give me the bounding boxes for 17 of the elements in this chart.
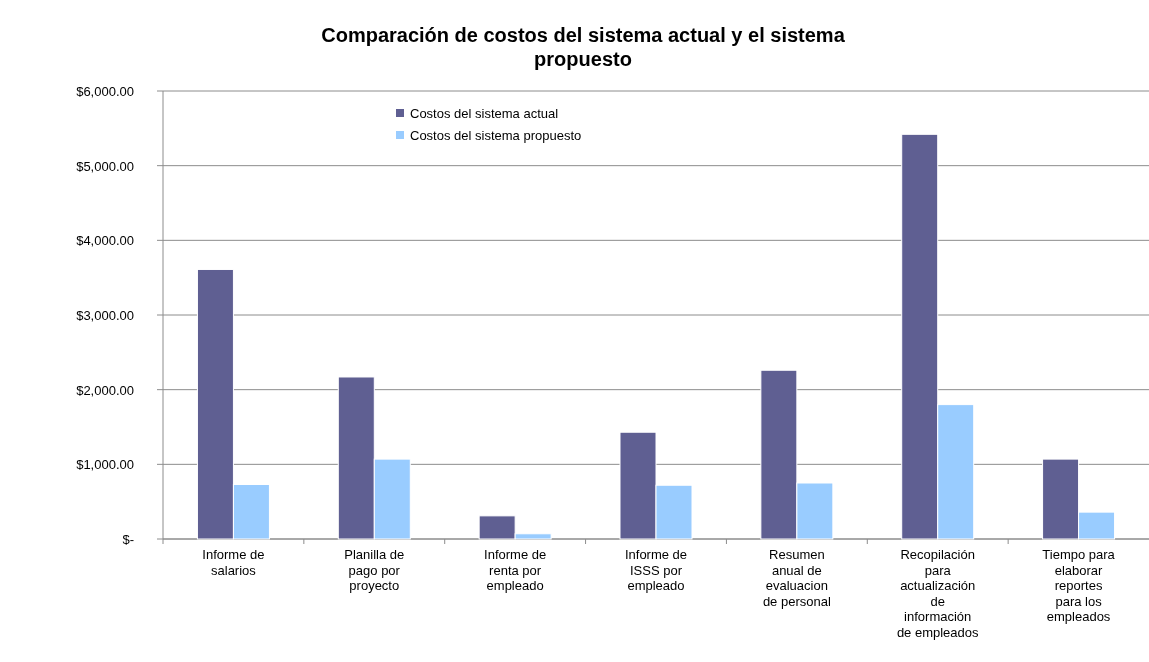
x-tick-label: Informe de ISSS por empleado (624, 547, 688, 593)
x-tick-label: Planilla de pago por proyecto (344, 547, 405, 593)
x-tick-label: Informe de salarios (202, 547, 265, 578)
chart-title: Comparación de costos del sistema actual y el sistema propuesto (321, 24, 846, 70)
y-tick-label: $3,000.00 (76, 308, 134, 323)
x-tick-label: Recopilación para actualización de información de empleados (896, 547, 980, 640)
x-tick-label: Tiempo para elaborar reportes para los empleados (1042, 547, 1116, 624)
y-tick-label: $1,000.00 (76, 457, 134, 473)
y-tick-label: $2,000.00 (76, 382, 134, 398)
y-tick-label: $- (122, 532, 134, 547)
legend-label: Costos del sistema actual (410, 106, 559, 121)
legend-label: Costos del sistema propuesto (410, 128, 582, 143)
x-tick-label: Resumen anual de evaluacion de personal (762, 547, 831, 609)
x-tick-label: Informe de renta por empleado (484, 547, 547, 593)
y-tick-label: $4,000.00 (76, 233, 134, 249)
y-tick-label: $6,000.00 (76, 84, 134, 99)
y-tick-label: $5,000.00 (76, 158, 134, 174)
